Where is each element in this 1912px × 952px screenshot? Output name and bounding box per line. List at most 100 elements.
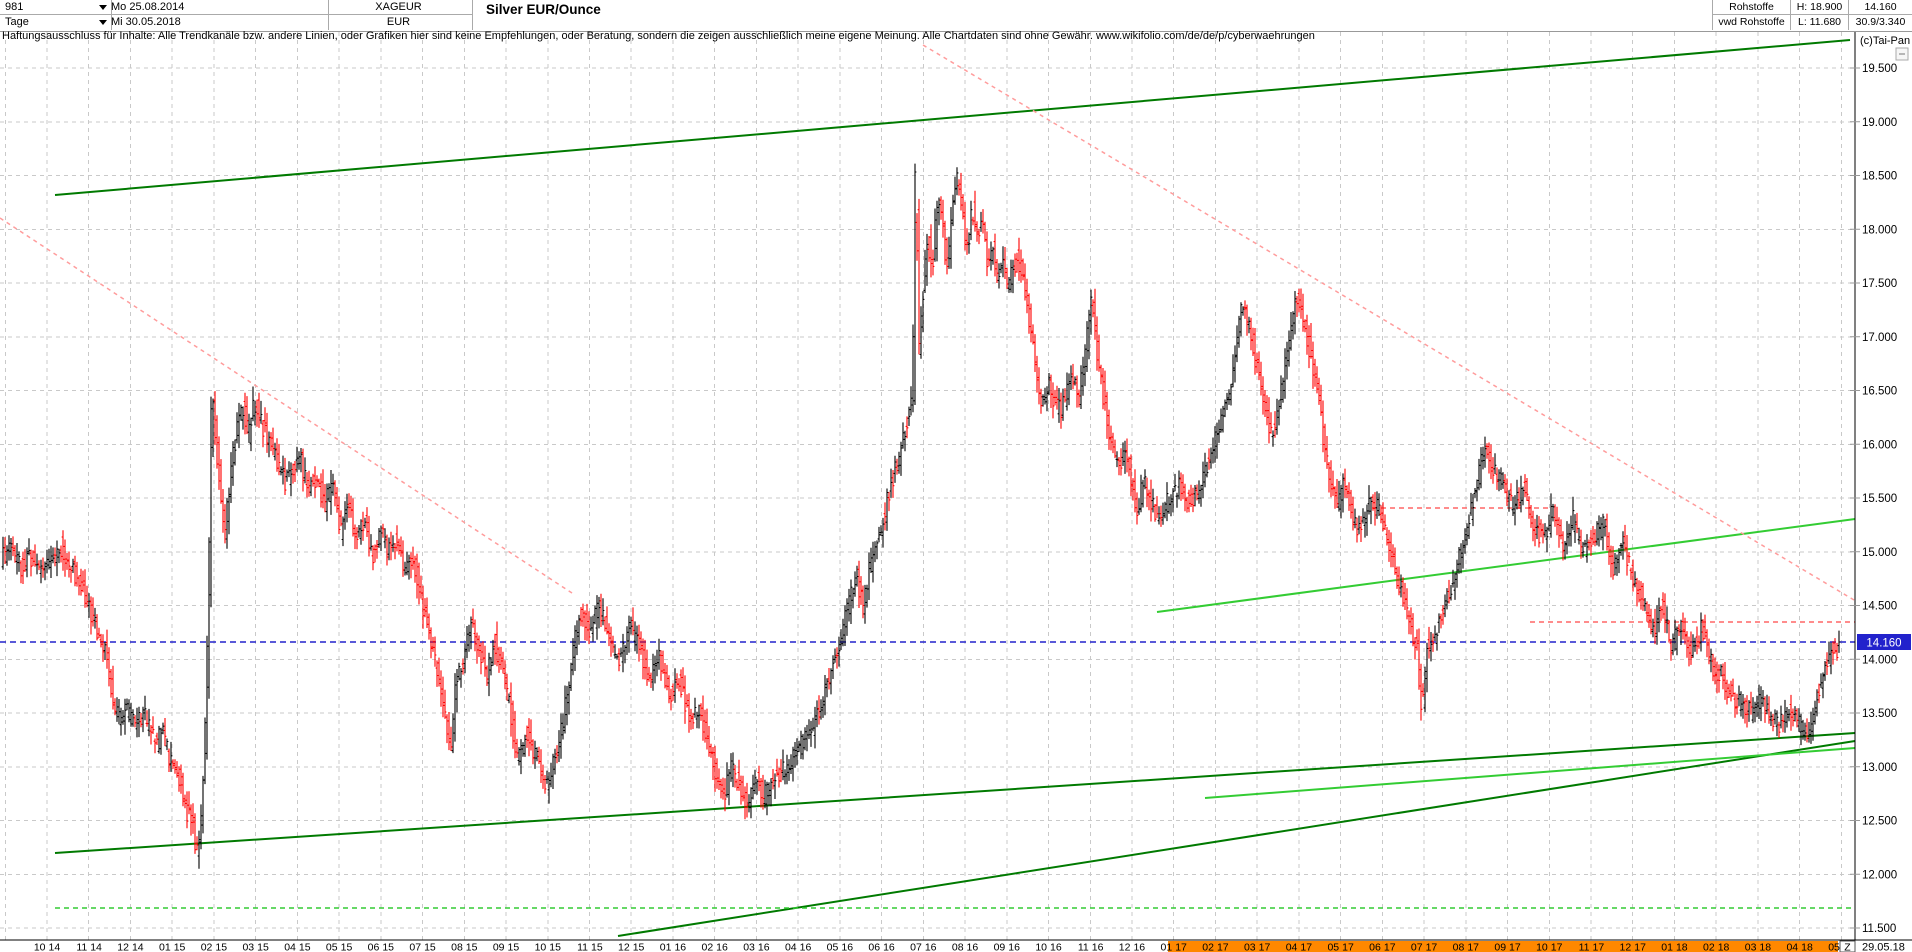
category-cell: Rohstoffe [1712, 0, 1790, 15]
svg-text:17: 17 [1634, 942, 1646, 952]
bars-count-dropdown[interactable]: 981 [0, 0, 112, 15]
svg-text:02: 02 [701, 942, 713, 952]
svg-text:09: 09 [994, 942, 1006, 952]
period-low-value: L: 11.680 [1797, 16, 1841, 28]
svg-text:01: 01 [159, 942, 171, 952]
svg-text:16: 16 [800, 942, 812, 952]
svg-text:15: 15 [424, 942, 436, 952]
svg-text:12: 12 [117, 942, 129, 952]
svg-text:16: 16 [1050, 942, 1062, 952]
svg-text:05: 05 [827, 942, 839, 952]
svg-text:06: 06 [368, 942, 380, 952]
svg-text:15: 15 [174, 942, 186, 952]
svg-text:02: 02 [1703, 942, 1715, 952]
date-from-value: Mo 25.08.2014 [111, 1, 185, 13]
ohlc-bars-down [3, 172, 1839, 854]
svg-text:06: 06 [868, 942, 880, 952]
svg-text:15: 15 [549, 942, 561, 952]
support-major-line [54, 732, 1856, 854]
period-value: Tage [5, 16, 29, 28]
grid [0, 32, 1855, 940]
svg-text:15: 15 [508, 942, 520, 952]
svg-text:08: 08 [952, 942, 964, 952]
svg-text:02: 02 [201, 942, 213, 952]
date-to-value: Mi 30.05.2018 [111, 16, 181, 28]
zoom-button[interactable]: Z [1839, 940, 1856, 952]
svg-text:17: 17 [1175, 942, 1187, 952]
svg-text:17.500: 17.500 [1862, 278, 1897, 290]
currency-value: EUR [386, 16, 411, 28]
svg-text:19.500: 19.500 [1862, 63, 1897, 75]
svg-text:14: 14 [90, 942, 102, 952]
currency-cell: EUR [325, 15, 473, 30]
svg-text:12.000: 12.000 [1862, 869, 1897, 881]
svg-text:12.500: 12.500 [1862, 816, 1897, 828]
disclaimer-text: Haftungsausschluss für Inhalte: Alle Tre… [2, 30, 1315, 42]
svg-text:15: 15 [341, 942, 353, 952]
svg-text:10: 10 [34, 942, 46, 952]
zoom-range-highlight [1168, 941, 1838, 952]
svg-text:04: 04 [1786, 942, 1798, 952]
svg-text:14: 14 [132, 942, 144, 952]
symbol-cell: XAGEUR [325, 0, 473, 15]
header-bar: 981 Tage Mo 25.08.2014 Mi 30.05.2018 XAG… [0, 0, 1912, 32]
copyright-label: (c)Tai-Pan [1860, 35, 1910, 47]
date-to-field[interactable]: Mi 30.05.2018 [107, 15, 329, 30]
support-bright-green [1204, 747, 1856, 799]
svg-text:15.000: 15.000 [1862, 547, 1897, 559]
svg-text:11: 11 [76, 942, 87, 952]
neckline-bright-green [1156, 518, 1856, 613]
svg-text:17: 17 [1467, 942, 1479, 952]
date-from-field[interactable]: Mo 25.08.2014 [107, 0, 329, 15]
svg-text:07: 07 [910, 942, 922, 952]
svg-text:08: 08 [1453, 942, 1465, 952]
svg-text:03: 03 [743, 942, 755, 952]
svg-text:03: 03 [242, 942, 254, 952]
svg-text:01: 01 [1661, 942, 1673, 952]
svg-text:18.500: 18.500 [1862, 171, 1897, 183]
svg-text:Z: Z [1844, 942, 1851, 952]
y-axis-labels: 19.500 19.000 18.500 18.000 17.500 17.000 16.5… [1850, 63, 1897, 935]
svg-text:01: 01 [660, 942, 672, 952]
svg-text:12: 12 [618, 942, 630, 952]
svg-text:14: 14 [49, 942, 61, 952]
feed-value: vwd Rohstoffe [1718, 16, 1785, 28]
svg-text:05: 05 [1828, 942, 1840, 952]
bars-count-value: 981 [5, 1, 24, 13]
svg-text:16: 16 [1133, 942, 1145, 952]
chevron-down-icon [99, 5, 107, 14]
period-high-cell: H: 18.900 [1790, 0, 1848, 15]
svg-text:11: 11 [1579, 942, 1590, 952]
svg-text:16: 16 [716, 942, 728, 952]
last-price-cell: 14.160 [1848, 0, 1912, 15]
axis-date-label: 29.05.18 [1862, 942, 1905, 952]
upper-channel-line [54, 39, 1851, 196]
svg-text:17: 17 [1509, 942, 1521, 952]
svg-text:03: 03 [1244, 942, 1256, 952]
svg-text:13.500: 13.500 [1862, 708, 1897, 720]
svg-text:11: 11 [1078, 942, 1089, 952]
support-minor-line [617, 740, 1856, 937]
category-value: Rohstoffe [1729, 1, 1774, 13]
svg-text:04: 04 [284, 942, 296, 952]
svg-text:02: 02 [1202, 942, 1214, 952]
svg-text:08: 08 [451, 942, 463, 952]
svg-text:16.000: 16.000 [1862, 439, 1897, 451]
svg-text:18: 18 [1801, 942, 1813, 952]
svg-text:17.000: 17.000 [1862, 332, 1897, 344]
svg-text:14.160: 14.160 [1866, 638, 1901, 650]
svg-text:17: 17 [1426, 942, 1438, 952]
svg-text:13.000: 13.000 [1862, 762, 1897, 774]
ohlc-bars-up [1, 163, 1841, 869]
trend-lines [0, 39, 1856, 937]
svg-text:15: 15 [299, 942, 311, 952]
svg-text:04: 04 [1286, 942, 1298, 952]
svg-text:10: 10 [1536, 942, 1548, 952]
svg-text:18: 18 [1676, 942, 1688, 952]
last-price-value: 14.160 [1864, 1, 1897, 13]
collapse-button[interactable] [1895, 47, 1909, 61]
symbol-value: XAGEUR [375, 1, 422, 13]
period-dropdown[interactable]: Tage [0, 15, 112, 30]
svg-text:05: 05 [326, 942, 338, 952]
